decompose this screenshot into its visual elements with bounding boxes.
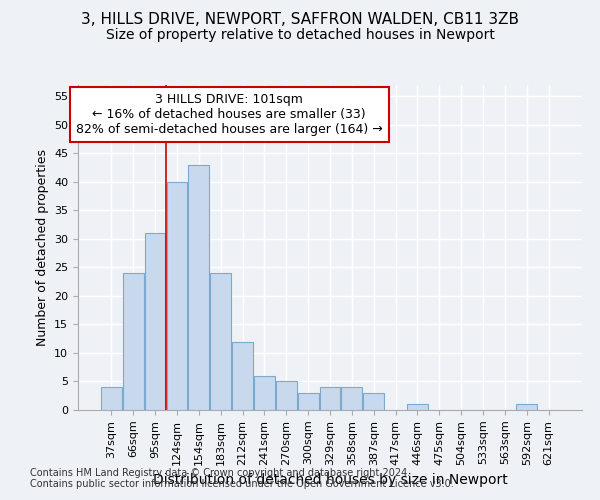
- Bar: [188, 165, 209, 410]
- Bar: [364, 393, 384, 410]
- Bar: [517, 404, 537, 410]
- Text: Contains HM Land Registry data © Crown copyright and database right 2024.: Contains HM Land Registry data © Crown c…: [30, 468, 410, 477]
- Bar: [167, 182, 187, 410]
- Bar: [298, 393, 319, 410]
- X-axis label: Distribution of detached houses by size in Newport: Distribution of detached houses by size …: [152, 473, 508, 487]
- Bar: [254, 376, 275, 410]
- Bar: [407, 404, 428, 410]
- Text: 3, HILLS DRIVE, NEWPORT, SAFFRON WALDEN, CB11 3ZB: 3, HILLS DRIVE, NEWPORT, SAFFRON WALDEN,…: [81, 12, 519, 28]
- Bar: [210, 273, 231, 410]
- Text: Size of property relative to detached houses in Newport: Size of property relative to detached ho…: [106, 28, 494, 42]
- Bar: [232, 342, 253, 410]
- Bar: [276, 382, 296, 410]
- Text: Contains public sector information licensed under the Open Government Licence v3: Contains public sector information licen…: [30, 479, 454, 489]
- Y-axis label: Number of detached properties: Number of detached properties: [35, 149, 49, 346]
- Bar: [341, 387, 362, 410]
- Bar: [145, 233, 166, 410]
- Bar: [101, 387, 122, 410]
- Bar: [123, 273, 143, 410]
- Bar: [320, 387, 340, 410]
- Text: 3 HILLS DRIVE: 101sqm
← 16% of detached houses are smaller (33)
82% of semi-deta: 3 HILLS DRIVE: 101sqm ← 16% of detached …: [76, 93, 383, 136]
